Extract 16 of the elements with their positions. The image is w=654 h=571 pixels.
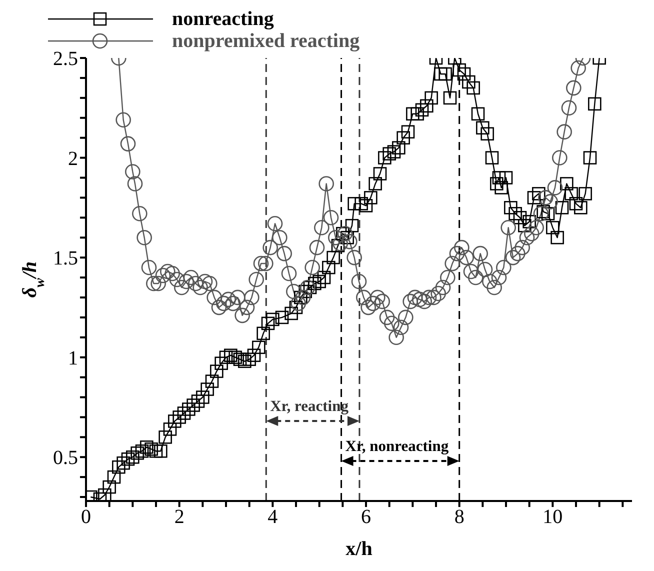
x-axis-title: x/h <box>346 538 372 560</box>
y-tick-label: 1 <box>68 347 78 370</box>
annotation: Xr, reacting <box>270 398 349 415</box>
x-tick-label: 2 <box>174 506 184 528</box>
x-tick-label: 4 <box>268 506 278 528</box>
y-tick-label: 2 <box>68 148 78 170</box>
x-tick-label: 6 <box>361 506 371 528</box>
text: nonreacting <box>172 8 274 30</box>
x-tick-label: 10 <box>542 506 563 528</box>
x-tick-label: 0 <box>81 506 91 528</box>
y-tick-label: 2.5 <box>53 48 78 70</box>
y-tick-label: 1.5 <box>53 248 78 270</box>
annotation: Xr, nonreacting <box>345 438 449 455</box>
y-tick-label: 0.5 <box>53 447 78 470</box>
x-tick-label: 8 <box>454 506 464 528</box>
text: nonpremixed reacting <box>172 30 360 52</box>
